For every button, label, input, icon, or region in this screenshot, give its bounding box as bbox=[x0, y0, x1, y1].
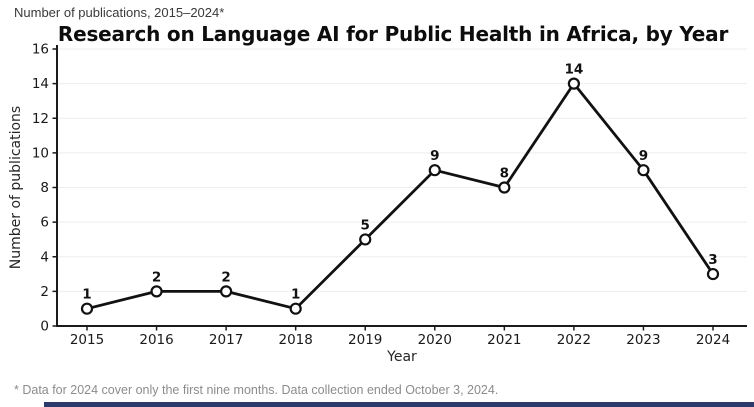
data-point-label: 1 bbox=[82, 287, 91, 303]
data-point-marker bbox=[220, 285, 233, 298]
data-point-label: 9 bbox=[639, 148, 648, 164]
x-tick-label: 2016 bbox=[139, 332, 173, 348]
x-tick-label: 2017 bbox=[209, 332, 243, 348]
x-axis-title: Year bbox=[386, 349, 417, 365]
data-point-label: 8 bbox=[500, 166, 509, 182]
x-tick-label: 2015 bbox=[70, 332, 104, 348]
data-point-marker bbox=[637, 164, 650, 177]
data-point-label: 2 bbox=[152, 269, 161, 285]
y-tick-label: 16 bbox=[32, 42, 49, 58]
y-tick-label: 2 bbox=[40, 284, 49, 300]
data-point-marker bbox=[428, 164, 441, 177]
data-point-label: 9 bbox=[430, 148, 439, 164]
chart-title: Research on Language AI for Public Healt… bbox=[57, 22, 729, 46]
x-tick-label: 2021 bbox=[487, 332, 521, 348]
data-point-marker bbox=[359, 233, 372, 246]
x-tick-label: 2022 bbox=[557, 332, 591, 348]
x-tick-label: 2024 bbox=[696, 332, 730, 348]
data-point-marker bbox=[498, 181, 511, 194]
chart-footnote: * Data for 2024 cover only the first nin… bbox=[14, 383, 499, 397]
data-point-label: 5 bbox=[361, 217, 370, 233]
y-tick-label: 12 bbox=[32, 111, 49, 127]
data-point-marker bbox=[567, 77, 580, 90]
y-tick-label: 14 bbox=[32, 76, 49, 92]
y-axis-title: Number of publications bbox=[8, 106, 24, 269]
y-tick-label: 4 bbox=[40, 249, 49, 265]
data-point-marker bbox=[706, 267, 720, 281]
data-point-marker bbox=[150, 285, 163, 298]
x-tick-label: 2019 bbox=[348, 332, 382, 348]
y-tick-label: 6 bbox=[40, 215, 49, 231]
y-tick-label: 8 bbox=[40, 180, 49, 196]
data-point-label: 14 bbox=[564, 62, 583, 78]
data-point-label: 1 bbox=[291, 287, 300, 303]
data-point-label: 3 bbox=[708, 252, 717, 268]
data-line bbox=[85, 82, 715, 311]
x-tick-label: 2018 bbox=[278, 332, 312, 348]
data-point-marker bbox=[80, 302, 94, 315]
chart-subtitle: Number of publications, 2015–2024* bbox=[14, 5, 225, 20]
y-tick-label: 0 bbox=[40, 319, 49, 335]
data-point-marker bbox=[289, 302, 302, 315]
data-point-label: 2 bbox=[221, 269, 230, 285]
bottom-accent-bar bbox=[44, 402, 754, 407]
y-tick-label: 10 bbox=[32, 145, 49, 161]
x-tick-label: 2020 bbox=[418, 332, 452, 348]
x-tick-label: 2023 bbox=[626, 332, 660, 348]
